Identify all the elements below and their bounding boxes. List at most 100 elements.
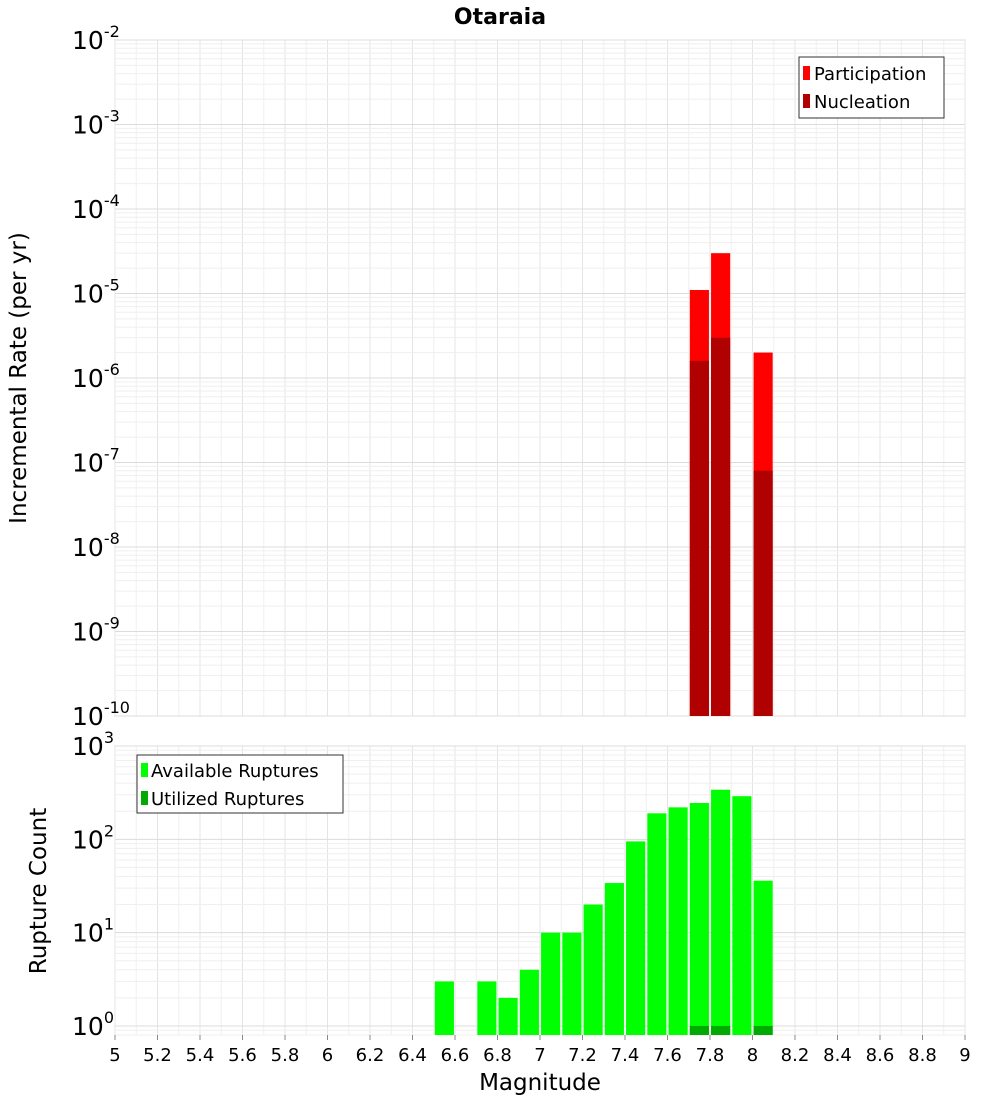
count-legend-box xyxy=(136,754,344,814)
y-tick-exponent: -10 xyxy=(104,698,130,717)
x-tick-label: 5.4 xyxy=(186,1045,215,1066)
y-tick-base: 10 xyxy=(72,364,104,393)
y-tick-label: 102 xyxy=(72,821,114,854)
series-1-bar xyxy=(541,932,561,1035)
utilized-legend-swatch xyxy=(141,791,148,805)
chart-title: Otaraia xyxy=(454,5,546,30)
x-tick-label: 7 xyxy=(534,1045,545,1066)
x-tick-label: 8 xyxy=(747,1045,758,1066)
rate-legend: Participation Nucleation xyxy=(798,56,945,119)
y-tick-base: 10 xyxy=(72,195,104,224)
y-tick-exponent: -6 xyxy=(104,360,120,379)
participation-legend-swatch xyxy=(803,66,810,80)
y-tick-base: 10 xyxy=(72,449,104,478)
x-tick-label: 7.8 xyxy=(696,1045,725,1066)
series-1-bar xyxy=(562,932,582,1035)
y-tick-label: 100 xyxy=(72,1008,114,1041)
y-tick-base: 10 xyxy=(72,26,104,55)
participation-legend-label: Participation xyxy=(814,64,926,85)
y-tick-exponent: -9 xyxy=(104,614,120,633)
y-tick-exponent: 2 xyxy=(104,821,114,840)
y-tick-exponent: -5 xyxy=(104,276,120,295)
series-1-bar xyxy=(753,880,773,1035)
rate-grid xyxy=(114,39,966,717)
y-tick-base: 10 xyxy=(72,702,104,731)
rate-bars xyxy=(689,253,773,716)
nucleation-legend-swatch xyxy=(803,94,810,108)
series-1-bar xyxy=(498,997,518,1035)
y-tick-label: 101 xyxy=(72,915,114,948)
utilized-legend-label: Utilized Ruptures xyxy=(151,789,304,810)
available-legend-label: Available Ruptures xyxy=(151,761,319,782)
y-tick-base: 10 xyxy=(72,1012,104,1041)
series-2-bar xyxy=(689,360,709,716)
x-tick-label: 8.6 xyxy=(866,1045,895,1066)
count-y-axis-label: Rupture Count xyxy=(26,808,52,974)
x-tick-label: 6.2 xyxy=(356,1045,385,1066)
x-axis-label: Magnitude xyxy=(479,1070,601,1096)
series-2-bar xyxy=(753,1025,773,1035)
series-1-bar xyxy=(626,841,646,1035)
y-tick-label: 10-6 xyxy=(72,360,120,393)
x-tick-label: 5.2 xyxy=(143,1045,172,1066)
y-tick-exponent: -7 xyxy=(104,445,120,464)
x-tick-label: 8.8 xyxy=(908,1045,937,1066)
available-legend-swatch xyxy=(141,763,148,777)
y-tick-exponent: -2 xyxy=(104,22,120,41)
x-tick-label: 5.6 xyxy=(228,1045,257,1066)
y-tick-base: 10 xyxy=(72,618,104,647)
y-tick-exponent: -8 xyxy=(104,529,120,548)
y-tick-base: 10 xyxy=(72,732,104,761)
y-tick-label: 10-3 xyxy=(72,107,120,140)
series-2-bar xyxy=(711,1025,731,1035)
series-2-bar xyxy=(689,1025,709,1035)
magnitude-x-ticks: 5 5.2 5.4 5.6 5.8 6 6.2 6.4 6.6 6.8 7 7.2 7.4 7.6 7.8 8… xyxy=(109,1035,971,1066)
x-tick-label: 9 xyxy=(959,1045,970,1066)
series-1-bar xyxy=(689,803,709,1035)
y-tick-base: 10 xyxy=(72,825,104,854)
y-tick-exponent: -4 xyxy=(104,191,120,210)
y-tick-label: 103 xyxy=(72,728,114,761)
x-tick-label: 6 xyxy=(322,1045,333,1066)
series-1-bar xyxy=(668,807,688,1035)
y-tick-label: 10-5 xyxy=(72,276,120,309)
series-2-bar xyxy=(711,337,731,716)
x-tick-label: 7.4 xyxy=(611,1045,640,1066)
x-tick-label: 7.2 xyxy=(568,1045,597,1066)
y-tick-exponent: 1 xyxy=(104,915,114,934)
y-tick-label: 10-4 xyxy=(72,191,120,224)
x-tick-label: 5 xyxy=(109,1045,120,1066)
series-1-bar xyxy=(434,981,454,1035)
x-tick-label: 8.2 xyxy=(781,1045,810,1066)
series-1-bar xyxy=(477,981,497,1035)
rate-legend-box xyxy=(798,56,945,119)
series-1-bar xyxy=(732,796,752,1035)
y-tick-base: 10 xyxy=(72,533,104,562)
y-tick-label: 10-8 xyxy=(72,529,120,562)
series-1-bar xyxy=(583,904,603,1035)
y-tick-label: 10-10 xyxy=(72,698,130,731)
x-tick-label: 7.6 xyxy=(653,1045,682,1066)
series-1-bar xyxy=(711,789,731,1035)
count-bars xyxy=(434,789,773,1035)
x-tick-label: 6.6 xyxy=(441,1045,470,1066)
x-tick-label: 5.8 xyxy=(271,1045,300,1066)
y-tick-label: 10-7 xyxy=(72,445,120,478)
x-tick-label: 6.4 xyxy=(398,1045,427,1066)
series-2-bar xyxy=(753,470,773,716)
y-tick-base: 10 xyxy=(72,111,104,140)
x-tick-label: 8.4 xyxy=(823,1045,852,1066)
y-tick-base: 10 xyxy=(72,280,104,309)
nucleation-legend-label: Nucleation xyxy=(814,92,910,113)
x-tick-label: 6.8 xyxy=(483,1045,512,1066)
series-1-bar xyxy=(647,813,667,1035)
y-tick-label: 10-9 xyxy=(72,614,120,647)
rate-y-axis-label: Incremental Rate (per yr) xyxy=(6,232,32,524)
y-tick-base: 10 xyxy=(72,919,104,948)
y-tick-exponent: -3 xyxy=(104,107,120,126)
